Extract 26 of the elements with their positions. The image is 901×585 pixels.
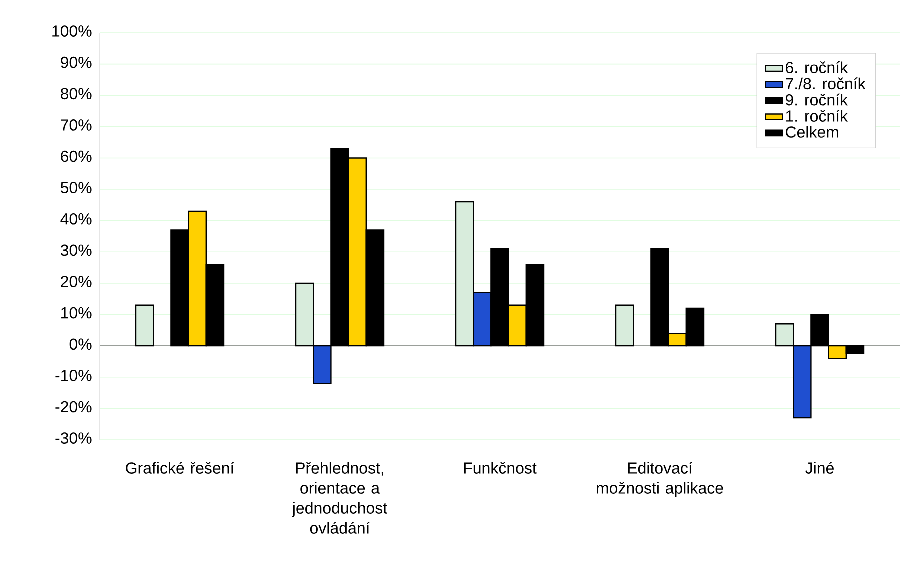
- legend-label: Celkem: [786, 126, 838, 138]
- x-tick-label: Přehlednost, orientace a jednoduchost ovládání: [292, 462, 388, 534]
- y-tick-label: -30%: [56, 432, 92, 444]
- y-tick-label: -10%: [56, 370, 92, 382]
- y-tick-label: 40%: [60, 213, 92, 225]
- y-tick-label: 90%: [61, 56, 92, 68]
- y-tick-label: 100%: [52, 26, 92, 37]
- y-tick-label: 0%: [70, 338, 92, 350]
- x-tick-label: Funkčnost: [464, 462, 537, 474]
- legend-label: 6. ročník: [786, 62, 848, 74]
- x-tick-label: Grafické řešení: [126, 462, 235, 474]
- y-tick-label: 80%: [61, 88, 92, 100]
- legend-label: 1. ročník: [786, 110, 848, 122]
- y-tick-label: 10%: [62, 307, 92, 319]
- bar: [135, 304, 154, 347]
- y-tick-label: 20%: [61, 276, 92, 288]
- y-tick-label: 30%: [60, 244, 92, 256]
- x-tick-label: Editovací možnosti aplikace: [597, 462, 724, 498]
- bar: [615, 304, 634, 347]
- y-tick-label: -20%: [56, 401, 92, 413]
- y-tick-label: 50%: [60, 182, 92, 194]
- y-tick-label: 70%: [61, 120, 92, 131]
- legend-label: 9. ročník: [786, 94, 848, 106]
- y-tick-label: 60%: [61, 150, 92, 162]
- x-tick-label: Jiné: [806, 462, 834, 474]
- legend-label: 7./8. ročník: [786, 78, 866, 90]
